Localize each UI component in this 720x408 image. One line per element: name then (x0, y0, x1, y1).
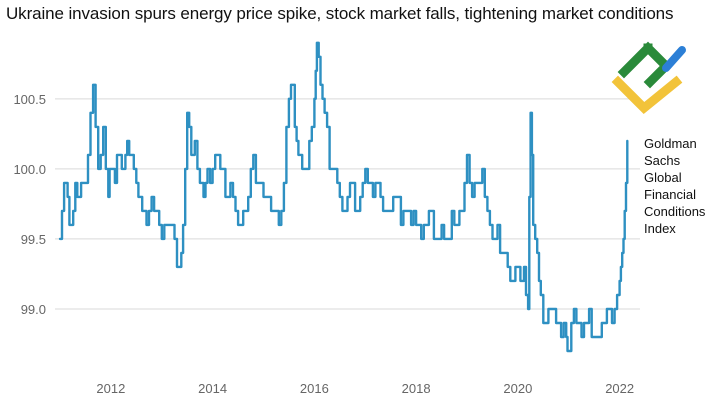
series-layer (58, 41, 629, 353)
y-tick-label: 100.5 (13, 92, 46, 107)
x-tick-label: 2012 (96, 381, 125, 396)
brand-logo-icon (611, 41, 686, 115)
legend-line: Global (644, 170, 682, 185)
legend-line: Index (644, 221, 676, 236)
legend-line: Financial (644, 187, 696, 202)
x-tick-label: 2014 (198, 381, 227, 396)
legend-line: Conditions (644, 204, 706, 219)
y-axis-tick-labels: 99.0 99.5 100.0 100.5 (13, 92, 46, 317)
x-tick-label: 2022 (605, 381, 634, 396)
logo-yellow-chevron (611, 75, 683, 115)
legend-line: Goldman (644, 136, 697, 151)
x-tick-label: 2020 (503, 381, 532, 396)
logo-green-arrow (617, 41, 673, 89)
legend: Goldman Sachs Global Financial Conditions Ind… (644, 136, 706, 236)
x-tick-label: 2018 (402, 381, 431, 396)
y-tick-label: 99.5 (21, 232, 46, 247)
legend-line: Sachs (644, 153, 681, 168)
logo-blue-bar (662, 46, 686, 72)
chart-title: Ukraine invasion spurs energy price spik… (6, 4, 674, 23)
series-line-0 (58, 41, 629, 353)
x-tick-label: 2016 (300, 381, 329, 396)
y-tick-label: 100.0 (13, 162, 46, 177)
x-axis-tick-labels: 2012 2014 2016 2018 2020 2022 (96, 381, 634, 396)
y-tick-label: 99.0 (21, 302, 46, 317)
